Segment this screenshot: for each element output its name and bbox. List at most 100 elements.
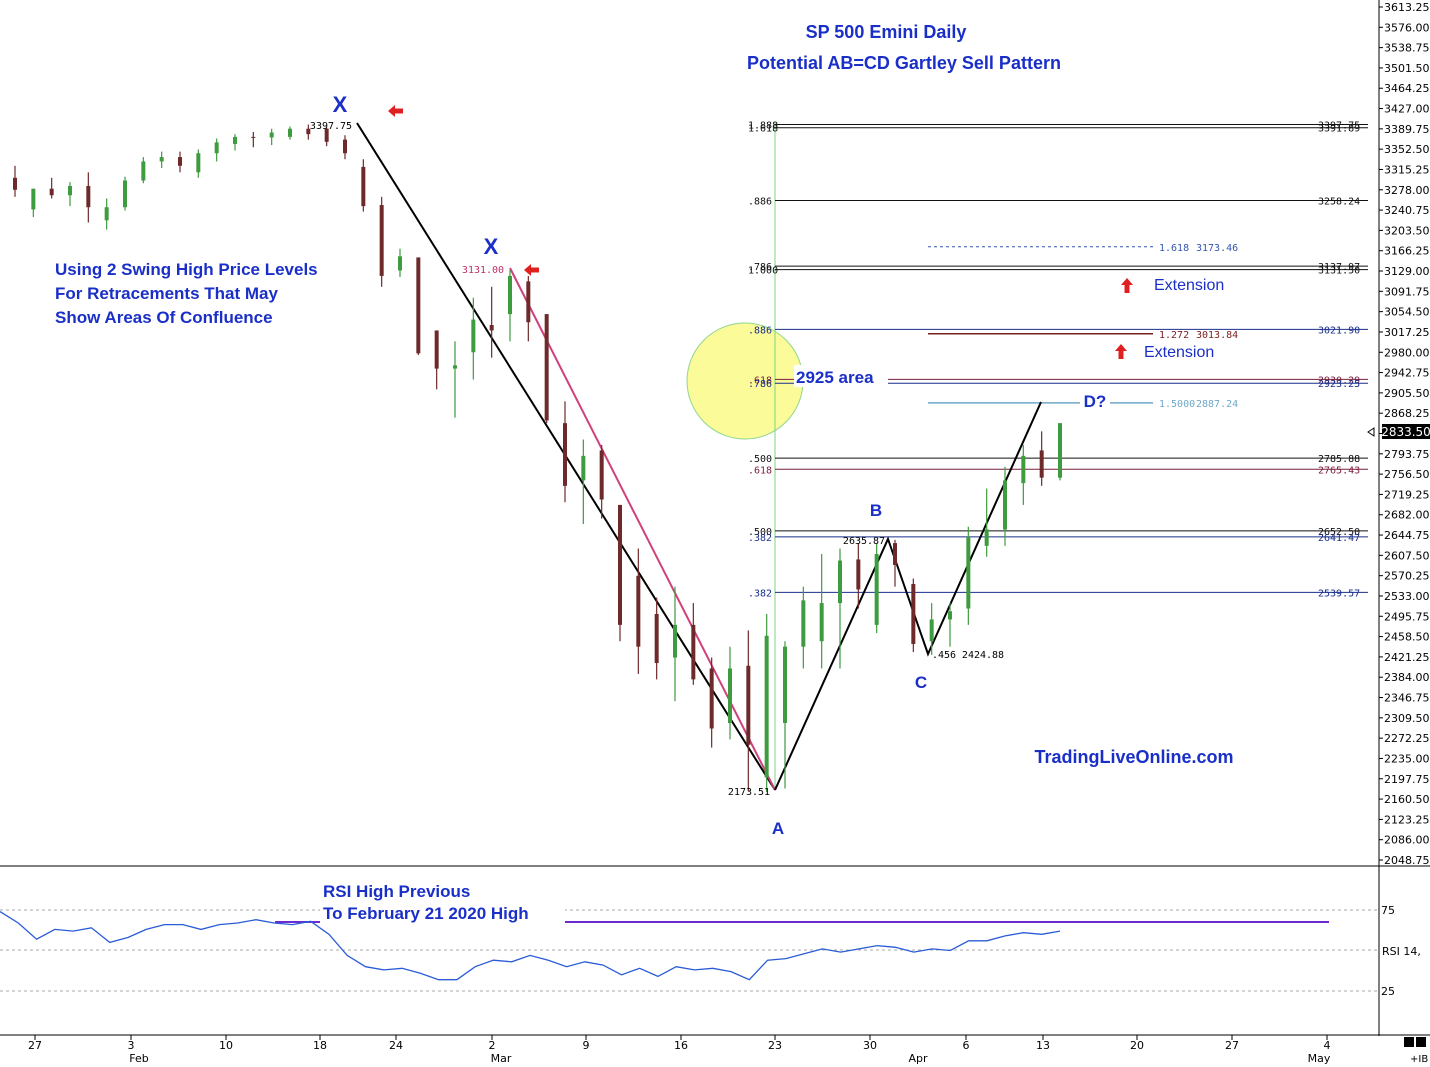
y-tick-label: 2421.25 (1384, 651, 1430, 664)
x2-price-label: 3131.00 (462, 265, 504, 276)
y-tick-label: 2905.50 (1384, 387, 1430, 400)
candle-body (856, 559, 861, 590)
x-tick-label: 27 (28, 1039, 42, 1052)
y-tick-label: 2272.25 (1384, 732, 1430, 745)
x-tick-label: 4 (1324, 1039, 1331, 1052)
candle-body (893, 543, 897, 565)
candle-body (251, 136, 256, 138)
fib-ratio-label: .886 (748, 197, 772, 208)
x-tick-label: 18 (313, 1039, 327, 1052)
corner-label: +IB (1410, 1054, 1428, 1065)
candle-body (343, 139, 347, 154)
y-tick-label: 2570.25 (1384, 570, 1430, 583)
c-price-label: 2424.88 (962, 650, 1004, 661)
rsi-line (0, 911, 1061, 981)
fib-ratio-label: .382 (748, 533, 772, 544)
candle-body (159, 157, 164, 162)
x-month-label: Mar (491, 1052, 512, 1065)
point-d-label: D? (1084, 392, 1107, 411)
candle-body (911, 583, 916, 644)
y-tick-label: 2346.75 (1384, 692, 1430, 705)
arrow-left-icon (388, 105, 403, 117)
candle-body (361, 166, 366, 207)
candle-body (526, 281, 531, 323)
y-tick-label: 3538.75 (1384, 42, 1430, 55)
fib-ratio-label: .382 (748, 588, 772, 599)
y-tick-label: 3501.50 (1384, 62, 1430, 75)
candle-body (948, 611, 952, 620)
fib-price-label: 2652.50 (1318, 527, 1360, 538)
candle-body (123, 180, 127, 208)
x2-point-label: X (484, 234, 499, 259)
area-label-bg (794, 365, 888, 387)
candle-body (544, 314, 549, 421)
confluence-note-3: Show Areas Of Confluence (55, 308, 273, 327)
candle-body (49, 188, 54, 196)
candle-body (673, 624, 677, 658)
x-price-label: 3397.75 (310, 121, 352, 132)
x-tick-label: 10 (219, 1039, 233, 1052)
fib-ratio-label: 1.000 (748, 266, 778, 277)
y-tick-label: 2607.50 (1384, 549, 1430, 562)
x-tick-label: 13 (1036, 1039, 1050, 1052)
candle-body (783, 646, 787, 724)
y-tick-label: 3091.75 (1384, 285, 1430, 298)
y-tick-label: 2793.75 (1384, 448, 1430, 461)
a-price-label: 2173.51 (728, 787, 770, 798)
confluence-circle (686, 322, 804, 440)
candle-body (819, 603, 824, 642)
fib-price-label: 2641.47 (1318, 533, 1360, 544)
point-c-label: C (915, 673, 927, 692)
candle-body (416, 257, 421, 354)
y-tick-label: 2160.50 (1384, 793, 1430, 806)
fib-levels: 1.888 3397.75 1.618 3391.89 .886 3258.24 .786 3… (748, 120, 1368, 599)
rsi-note-2: To February 21 2020 High (323, 904, 529, 923)
chart-title: SP 500 Emini Daily (806, 22, 967, 42)
fib-price-label: 2765.43 (1318, 465, 1360, 476)
y-tick-label: 3352.50 (1384, 143, 1430, 156)
y-tick-label: 2309.50 (1384, 712, 1430, 725)
x-tick-label: 3 (128, 1039, 135, 1052)
fib-ratio-label: .500 (748, 454, 772, 465)
y-tick-label: 2868.25 (1384, 407, 1430, 420)
fib-ratio-label: .618 (748, 465, 772, 476)
x-tick-label: 24 (389, 1039, 403, 1052)
fib-ratio-label: .500 (748, 527, 772, 538)
rsi-tick-75: 75 (1381, 904, 1395, 917)
extension-ratio-label: 1.618 (1159, 243, 1189, 254)
y-tick-label: 3240.75 (1384, 204, 1430, 217)
y-tick-label: 2458.50 (1384, 631, 1430, 644)
y-tick-label: 3315.25 (1384, 163, 1430, 176)
extension-price-label: 2887.24 (1196, 399, 1238, 410)
candle-body (196, 153, 201, 173)
y-tick-label: 2533.00 (1384, 590, 1430, 603)
fib-price-label: 2923.25 (1318, 379, 1360, 390)
candle-body (141, 161, 146, 181)
candle-body (709, 668, 714, 729)
arrow-up-icon (1115, 344, 1127, 359)
rsi-note-1: RSI High Previous (323, 882, 470, 901)
candle-body (398, 256, 402, 271)
area-label: 2925 area (796, 368, 874, 387)
y-tick-label: 3166.25 (1384, 245, 1430, 258)
fib-price-label: 3131.50 (1318, 266, 1360, 277)
fib-price-label: 2930.29 (1318, 375, 1360, 386)
y-tick-label: 2756.50 (1384, 468, 1430, 481)
candle-body (929, 619, 934, 642)
y-tick-label: 3389.75 (1384, 123, 1430, 136)
y-tick-label: 2384.00 (1384, 671, 1430, 684)
candle-body (233, 136, 237, 144)
b-price-label: 2635.87 (843, 536, 885, 547)
y-tick-label: 2644.75 (1384, 529, 1430, 542)
y-tick-label: 2123.25 (1384, 813, 1430, 826)
x-tick-label: 27 (1225, 1039, 1239, 1052)
rsi-label: RSI 14, (1382, 945, 1421, 958)
point-b-label: B (870, 501, 882, 520)
extension-price-label: 3013.84 (1196, 330, 1238, 341)
fib-ratio-label: .886 (748, 325, 772, 336)
rsi-tick-25: 25 (1381, 985, 1395, 998)
arrow-up-icon (1121, 278, 1133, 293)
candle-body (1021, 455, 1026, 484)
fib-ratio-label: .786 (748, 262, 772, 273)
fib-price-label: 2539.57 (1318, 588, 1360, 599)
